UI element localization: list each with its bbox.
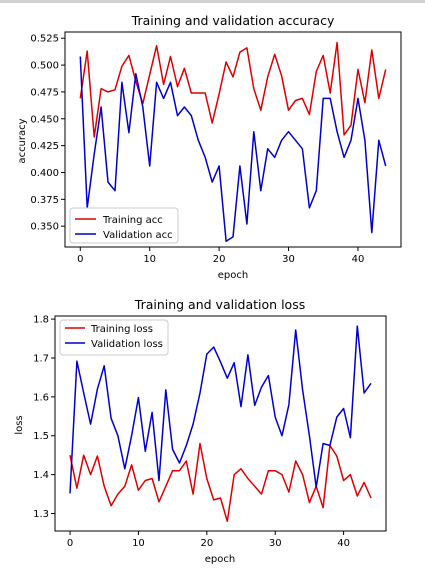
loss-chart: Training and validation loss epoch loss … [14,297,387,565]
loss-y-tick-label: 1.5 [33,431,49,442]
loss-x-tick-label: 20 [200,538,213,549]
loss-y-tick-label: 1.7 [33,353,49,364]
accuracy-series-line-validation [79,56,387,242]
loss-series-line-validation [69,325,372,494]
accuracy-legend-box [69,207,179,244]
loss-x-tick-label: 10 [132,538,145,549]
loss-y-tick-label: 1.4 [33,470,49,481]
accuracy-x-tick-label: 10 [143,254,156,265]
loss-legend-box [59,319,169,356]
accuracy-y-tick-label: 0.375 [30,195,59,206]
accuracy-chart-title: Training and validation accuracy [131,13,335,28]
loss-x-tick-label: 30 [269,538,282,549]
accuracy-chart: Training and validation accuracy epoch a… [17,13,402,281]
loss-x-tick-label: 40 [337,538,350,549]
accuracy-series-line-training [79,41,387,138]
accuracy-legend: Training acc Validation acc [69,207,179,244]
loss-y-tick-label: 1.3 [33,509,49,520]
accuracy-y-tick-label: 0.400 [30,168,59,179]
accuracy-x-tick-label: 0 [77,254,83,265]
training-loss-legend-label: Training loss [90,324,153,335]
accuracy-y-tick-label: 0.450 [30,114,59,125]
loss-y-axis-label: loss [14,415,25,434]
loss-legend: Training loss Validation loss [59,319,169,356]
accuracy-x-tick-label: 30 [282,254,295,265]
loss-y-tick-label: 1.6 [33,392,49,403]
loss-series-line-training [69,442,372,523]
accuracy-x-tick-label: 40 [352,254,365,265]
loss-chart-title: Training and validation loss [134,297,305,312]
accuracy-y-tick-label: 0.475 [30,87,59,98]
loss-y-tick-label: 1.8 [33,315,49,326]
accuracy-y-axis-label: accuracy [17,118,28,163]
accuracy-plot-frame [64,31,402,248]
training-acc-legend-label: Training acc [102,215,163,226]
accuracy-x-axis-label: epoch [218,270,248,281]
accuracy-x-tick-label: 20 [213,254,226,265]
loss-x-axis-label: epoch [205,554,235,565]
accuracy-y-tick-label: 0.500 [30,61,59,72]
accuracy-y-tick-label: 0.350 [30,222,59,233]
window-top-border [0,0,425,3]
validation-loss-legend-label: Validation loss [91,339,163,350]
loss-x-tick-label: 0 [67,538,73,549]
loss-plot-frame [54,315,387,532]
accuracy-y-tick-label: 0.425 [30,141,59,152]
accuracy-y-tick-label: 0.525 [30,34,59,45]
validation-acc-legend-label: Validation acc [103,230,173,241]
